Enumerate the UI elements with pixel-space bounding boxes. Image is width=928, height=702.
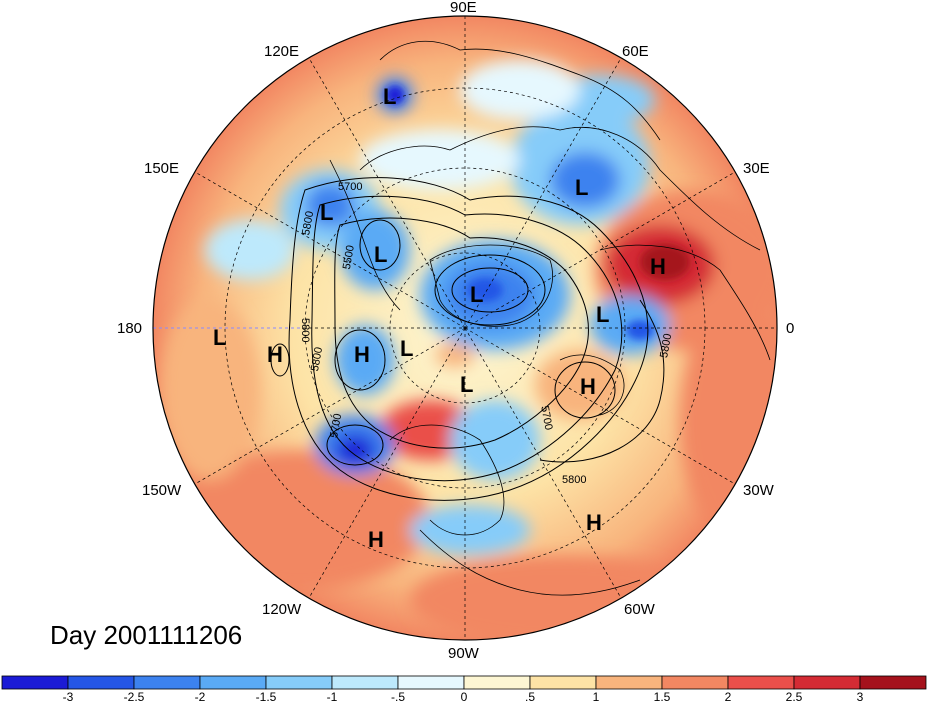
colorbar-tick-label: -1 <box>327 690 338 702</box>
coastlines <box>329 40 771 596</box>
contour-label: 5700 <box>538 405 554 431</box>
contour-label: 5800 <box>300 210 316 236</box>
low-center-marker: H <box>354 342 370 367</box>
low-center-marker: L <box>575 175 588 200</box>
longitude-labels: 90E 60E 30E 0 30W 60W 90W 120W 150W 180 … <box>117 0 794 662</box>
colorbar-swatch <box>397 675 465 690</box>
colorbar-tick-label: -1.5 <box>256 690 277 702</box>
lon-label-120e: 120E <box>264 43 299 60</box>
contour-label: 5800 <box>562 474 586 486</box>
contour-label: 5700 <box>338 181 362 193</box>
low-center-marker: L <box>374 242 387 267</box>
colorbar-tick-label: 2 <box>725 690 732 702</box>
graticule <box>153 16 777 640</box>
high-center-marker: H <box>650 254 666 279</box>
colorbar-swatch <box>133 675 201 690</box>
low-center-marker: L <box>596 302 609 327</box>
lon-label-180: 180 <box>117 320 142 337</box>
low-center-marker: L <box>460 372 473 397</box>
colorbar-tick-label: -2 <box>195 690 206 702</box>
pressure-centers: L L H L L L L L L H H H L H H <box>213 84 666 552</box>
lon-label-30w: 30W <box>743 482 775 499</box>
contour-label: 5800 <box>658 333 674 359</box>
low-center-marker: L <box>383 84 396 109</box>
lon-label-90w: 90W <box>448 645 480 662</box>
colorbar-tick-label: 2.5 <box>786 690 803 702</box>
colorbar-tick-label: 1.5 <box>654 690 671 702</box>
colorbar-swatch <box>67 675 135 690</box>
low-center-marker: L <box>470 282 483 307</box>
colorbar-tick-label: 3 <box>857 690 864 702</box>
low-center-marker: L <box>320 200 333 225</box>
high-center-marker: H <box>580 374 596 399</box>
colorbar-swatch <box>727 675 795 690</box>
colorbar-swatch <box>793 675 861 690</box>
contour-label: 5800 <box>299 318 311 342</box>
colorbar-tick-label: 1 <box>593 690 600 702</box>
colorbar-tick-label: -.5 <box>391 690 405 702</box>
contour-labels: 5700 5800 5500 5800 5800 5700 5700 5800 … <box>299 181 674 486</box>
colorbar-swatch <box>331 675 399 690</box>
colorbar-swatch <box>859 675 927 690</box>
contour-label: 5800 <box>309 346 325 372</box>
colorbar-swatch <box>463 675 531 690</box>
colorbar-tick-label: .5 <box>525 690 535 702</box>
colorbar-tick-label: -3 <box>63 690 74 702</box>
contour-label: 5700 <box>328 413 344 439</box>
colorbar-tick-label: 0 <box>461 690 468 702</box>
low-center-marker: L <box>400 336 413 361</box>
colorbar-swatch <box>661 675 729 690</box>
colorbar-tick-label: -2.5 <box>124 690 145 702</box>
lon-label-60w: 60W <box>624 601 656 618</box>
lon-label-60e: 60E <box>622 43 649 60</box>
low-center-marker: L <box>213 325 226 350</box>
map-border <box>152 15 778 641</box>
colorbar-swatch <box>595 675 663 690</box>
lon-label-150e: 150E <box>144 160 179 177</box>
contour-label: 5500 <box>341 244 357 270</box>
lon-label-150w: 150W <box>142 482 182 499</box>
colorbar-swatch <box>199 675 267 690</box>
lon-label-90e: 90E <box>450 0 477 16</box>
lon-label-120w: 120W <box>262 601 302 618</box>
high-center-marker: H <box>267 342 283 367</box>
height-contours <box>270 177 665 501</box>
lon-label-0: 0 <box>786 320 794 337</box>
lon-label-30e: 30E <box>743 160 770 177</box>
colorbar-swatch <box>1 675 69 690</box>
anomaly-field <box>153 16 777 640</box>
colorbar-swatch <box>265 675 333 690</box>
high-center-marker: H <box>586 510 602 535</box>
high-center-marker: H <box>368 527 384 552</box>
colorbar: -3 -2.5 -2 -1.5 -1 -.5 0 .5 1 1.5 2 2.5 3 <box>1 675 927 702</box>
map-title: Day 2001111206 <box>50 620 243 650</box>
colorbar-swatch <box>529 675 597 690</box>
